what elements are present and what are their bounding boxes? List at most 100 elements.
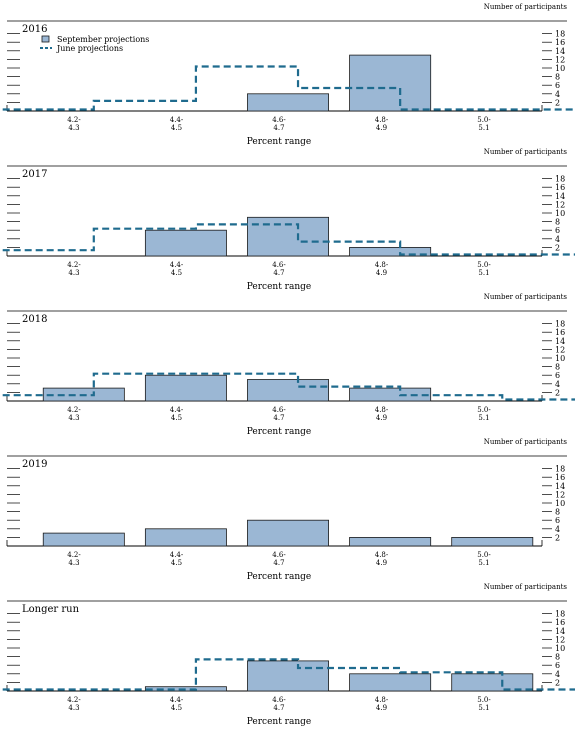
september-bar xyxy=(349,246,432,257)
x-tick-label: 4.7 xyxy=(273,124,284,132)
y-tick-label: 8 xyxy=(555,653,560,662)
y-tick-label: 4 xyxy=(555,380,560,389)
september-bar xyxy=(247,93,329,112)
y-tick-label: 12 xyxy=(555,490,565,499)
x-tick-label: 5.1 xyxy=(478,704,489,712)
y-tick-label: 4 xyxy=(555,670,560,679)
y-tick-label: 14 xyxy=(555,337,565,346)
x-tick-label: 4.6- xyxy=(272,696,286,704)
x-tick-label: 4.9 xyxy=(376,269,387,277)
x-tick-label: 4.6- xyxy=(272,261,286,269)
y-tick-label: 4 xyxy=(555,90,560,99)
september-bar xyxy=(349,387,432,402)
x-tick-label: 5.0- xyxy=(477,116,491,124)
x-tick-label: 5.1 xyxy=(478,124,489,132)
x-tick-label: 4.7 xyxy=(273,414,284,422)
y-axis-title: Number of participants xyxy=(484,583,568,591)
x-tick-label: 4.8- xyxy=(375,116,389,124)
x-tick-label: 5.0- xyxy=(477,261,491,269)
x-tick-label: 4.3 xyxy=(68,704,79,712)
legend-june-label: June projections xyxy=(56,44,123,53)
x-tick-label: 4.8- xyxy=(375,696,389,704)
september-bar xyxy=(247,660,329,692)
x-tick-label: 4.8- xyxy=(375,261,389,269)
y-tick-label: 18 xyxy=(555,175,565,184)
x-tick-label: 4.3 xyxy=(68,559,79,567)
y-tick-label: 2 xyxy=(555,533,560,542)
x-axis-title: Percent range xyxy=(247,572,311,582)
june-projection-line xyxy=(0,65,575,111)
y-tick-label: 8 xyxy=(555,218,560,227)
x-tick-label: 4.6- xyxy=(272,551,286,559)
x-tick-label: 4.4- xyxy=(170,696,184,704)
y-tick-label: 16 xyxy=(555,38,565,47)
x-tick-label: 4.3 xyxy=(68,414,79,422)
september-bar xyxy=(144,229,227,257)
x-tick-label: 4.3 xyxy=(68,269,79,277)
y-tick-label: 12 xyxy=(555,345,565,354)
x-tick-label: 4.5 xyxy=(171,269,182,277)
y-tick-label: 8 xyxy=(555,508,560,517)
y-tick-label: 8 xyxy=(555,363,560,372)
y-axis-title: Number of participants xyxy=(484,148,568,156)
x-tick-label: 4.5 xyxy=(171,414,182,422)
legend-september-label: September projections xyxy=(57,35,149,44)
x-tick-label: 4.2- xyxy=(67,261,81,269)
y-tick-label: 10 xyxy=(555,644,565,653)
y-tick-label: 2 xyxy=(555,98,560,107)
x-tick-label: 4.6- xyxy=(272,406,286,414)
x-tick-label: 4.2- xyxy=(67,116,81,124)
y-tick-label: 6 xyxy=(555,661,560,670)
x-tick-label: 4.9 xyxy=(376,704,387,712)
y-tick-label: 14 xyxy=(555,482,565,491)
y-tick-label: 12 xyxy=(555,200,565,209)
panel-0: Number of participants 2016 24681012141618… xyxy=(0,3,575,147)
y-tick-label: 16 xyxy=(555,618,565,627)
september-bar xyxy=(349,54,432,112)
panel-2: Number of participants 2018 24681012141618… xyxy=(0,293,575,437)
y-tick-label: 4 xyxy=(555,235,560,244)
x-tick-label: 4.4- xyxy=(170,261,184,269)
y-tick-label: 2 xyxy=(555,678,560,687)
x-axis-title: Percent range xyxy=(247,717,311,727)
panel-3: Number of participants 2019 24681012141618… xyxy=(6,438,567,582)
y-tick-label: 6 xyxy=(555,226,560,235)
september-bar xyxy=(451,673,534,692)
x-tick-label: 5.0- xyxy=(477,696,491,704)
x-tick-label: 4.5 xyxy=(171,704,182,712)
y-tick-label: 10 xyxy=(555,499,565,508)
y-tick-label: 18 xyxy=(555,610,565,619)
y-tick-label: 18 xyxy=(555,320,565,329)
x-tick-label: 4.4- xyxy=(170,551,184,559)
y-tick-label: 18 xyxy=(555,30,565,39)
y-tick-label: 10 xyxy=(555,209,565,218)
x-tick-label: 4.5 xyxy=(171,559,182,567)
panel-title: 2019 xyxy=(22,459,47,470)
september-bar xyxy=(349,673,432,692)
x-tick-label: 5.1 xyxy=(478,269,489,277)
y-tick-label: 6 xyxy=(555,81,560,90)
panel-title: Longer run xyxy=(22,604,80,615)
x-tick-label: 4.9 xyxy=(376,559,387,567)
legend-september-swatch xyxy=(41,35,50,43)
panel-title: 2018 xyxy=(22,314,47,325)
september-bar xyxy=(349,537,432,547)
june-projection-line xyxy=(0,223,575,256)
x-tick-label: 4.3 xyxy=(68,124,79,132)
september-bar xyxy=(247,379,329,402)
x-tick-label: 4.5 xyxy=(171,124,182,132)
y-tick-label: 8 xyxy=(555,73,560,82)
y-axis-title: Number of participants xyxy=(484,3,568,11)
x-tick-label: 4.2- xyxy=(67,551,81,559)
y-tick-label: 12 xyxy=(555,635,565,644)
y-tick-label: 16 xyxy=(555,328,565,337)
y-tick-label: 14 xyxy=(555,627,565,636)
september-bar xyxy=(144,686,227,692)
panel-title: 2017 xyxy=(22,169,47,180)
panel-1: Number of participants 2017 24681012141618… xyxy=(0,148,575,292)
y-tick-label: 16 xyxy=(555,183,565,192)
september-bar xyxy=(247,216,329,257)
y-tick-label: 12 xyxy=(555,55,565,64)
x-tick-label: 5.1 xyxy=(478,559,489,567)
